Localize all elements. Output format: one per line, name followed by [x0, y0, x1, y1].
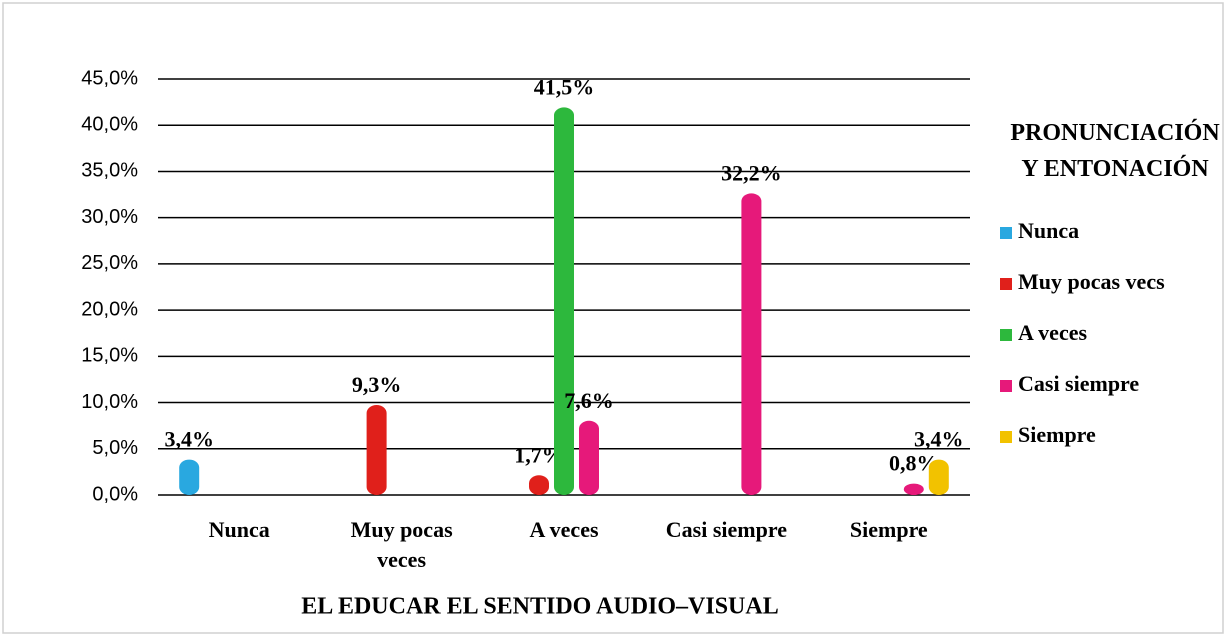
bar	[579, 420, 599, 495]
legend-marker	[1000, 278, 1012, 290]
bar	[179, 459, 200, 495]
legend-marker	[1000, 329, 1012, 341]
legend-marker	[1000, 431, 1012, 443]
legend-label: Nunca	[1018, 218, 1079, 243]
legend-label: Muy pocas vecs	[1018, 269, 1165, 294]
bar	[554, 107, 574, 495]
y-tick-label: 15,0%	[81, 345, 138, 367]
bar	[366, 405, 387, 495]
x-axis-title: EL EDUCAR EL SENTIDO AUDIO–VISUAL	[301, 594, 778, 620]
x-tick-label: A veces	[529, 517, 599, 542]
y-tick-label: 5,0%	[92, 437, 138, 459]
data-label: 32,2%	[721, 160, 782, 185]
bar	[928, 459, 949, 495]
x-tick-label: Siempre	[849, 517, 928, 542]
y-tick-label: 25,0%	[81, 252, 138, 274]
data-label: 3,4%	[914, 427, 964, 452]
legend-label: Siempre	[1018, 422, 1096, 447]
legend-label: A veces	[1018, 320, 1087, 345]
x-tick-label: Nunca	[208, 517, 270, 542]
legend-marker	[1000, 227, 1012, 239]
y-tick-label: 20,0%	[81, 298, 138, 320]
bar	[529, 475, 549, 495]
x-tick-label: Muy pocas veces	[350, 517, 453, 572]
y-tick-label: 30,0%	[81, 206, 138, 228]
data-label: 41,5%	[534, 74, 595, 99]
legend-marker	[1000, 380, 1012, 392]
legend-title: PRONUNCIACIÓN Y ENTONACIÓN	[1010, 120, 1220, 182]
data-label: 7,6%	[564, 388, 614, 413]
y-tick-label: 40,0%	[81, 114, 138, 136]
y-tick-label: 10,0%	[81, 391, 138, 413]
legend-label: Casi siempre	[1018, 371, 1139, 396]
y-tick-label: 35,0%	[81, 160, 138, 182]
bar	[903, 483, 924, 495]
x-tick-label: Casi siempre	[665, 517, 787, 542]
data-label: 3,4%	[164, 427, 214, 452]
y-tick-label: 0,0%	[92, 483, 138, 505]
y-tick-label: 45,0%	[81, 67, 138, 89]
bar	[741, 193, 762, 495]
data-label: 9,3%	[352, 372, 402, 397]
